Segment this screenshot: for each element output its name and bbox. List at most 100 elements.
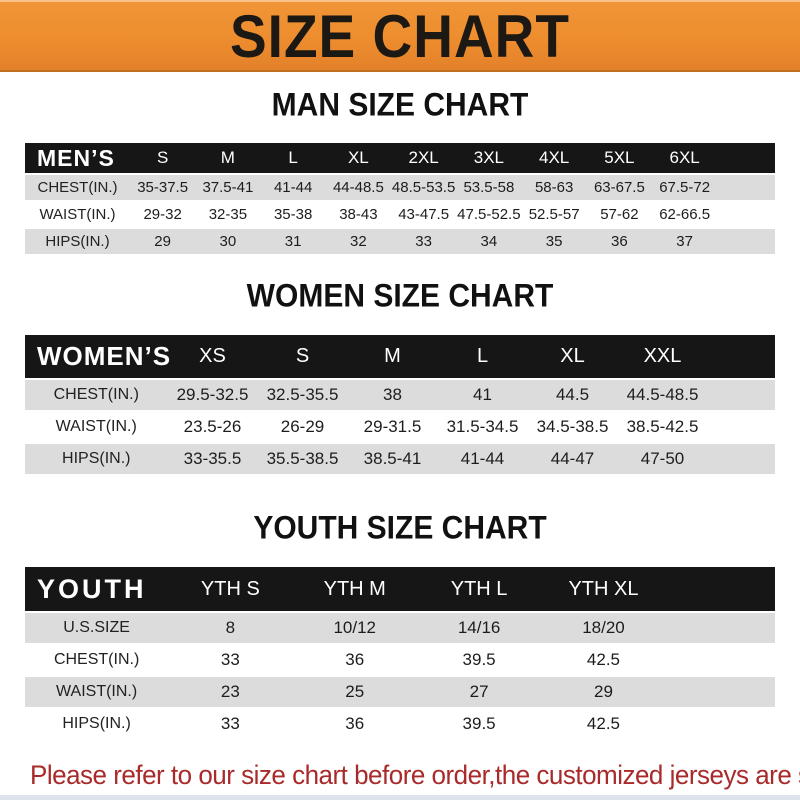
size-column-header: S: [156, 148, 169, 167]
size-column-header: M: [384, 345, 401, 367]
size-value-cell: 35.5-38.5: [266, 449, 339, 468]
size-value-cell: 8: [225, 618, 236, 637]
size-column-header: 3XL: [473, 148, 504, 167]
table-row: WAIST(IN.) 23 25 27 29: [25, 677, 775, 707]
size-value-cell: 52.5-57: [528, 206, 580, 223]
size-value-cell: 23.5-26: [183, 417, 242, 436]
banner: SIZE CHART: [0, 0, 800, 72]
size-value-cell: 32.5-35.5: [266, 385, 339, 404]
size-value-cell: 62-66.5: [659, 206, 711, 223]
size-value-cell: 31: [284, 233, 302, 250]
row-spacer: [717, 229, 775, 254]
row-label: WAIST(IN.): [56, 683, 138, 700]
size-column-header: XL: [347, 148, 369, 167]
table-header-row: MEN’S S M L XL 2XL 3XL 4XL 5XL 6XL: [25, 143, 775, 173]
size-value-cell: 34.5-38.5: [536, 417, 609, 436]
size-value-cell: 36: [611, 233, 628, 250]
size-value-cell: 14/16: [457, 618, 501, 637]
row-label: CHEST(IN.): [53, 651, 140, 668]
row-spacer: [666, 709, 775, 739]
size-value-cell: 27: [469, 682, 489, 701]
row-label: WAIST(IN.): [39, 206, 116, 223]
header-spacer: [708, 335, 776, 378]
row-label: CHEST(IN.): [37, 179, 118, 196]
row-label: WAIST(IN.): [55, 418, 137, 435]
row-spacer: [717, 202, 775, 227]
table-row: WAIST(IN.) 23.5-26 26-29 29-31.5 31.5-34.5 34…: [25, 412, 775, 442]
size-value-cell: 47.5-52.5: [457, 206, 521, 223]
women-size-table: WOMEN’S XS S M L XL XXL CHEST(IN.) 29.5-32.5 32.5…: [25, 333, 775, 476]
size-value-cell: 36: [345, 714, 365, 733]
size-value-cell: 38: [383, 385, 402, 404]
size-value-cell: 58-63: [534, 179, 574, 196]
size-value-cell: 38.5-41: [363, 449, 422, 468]
row-spacer: [708, 412, 776, 442]
size-value-cell: 37: [676, 233, 693, 250]
size-value-cell: 35: [545, 233, 563, 250]
size-value-cell: 33: [415, 233, 432, 250]
size-column-header: 5XL: [604, 148, 635, 167]
table-row: CHEST(IN.) 33 36 39.5 42.5: [25, 645, 775, 675]
size-column-header: YTH L: [450, 577, 508, 600]
size-value-cell: 29-31.5: [363, 417, 422, 436]
size-column-header: XS: [199, 345, 226, 367]
table-row: HIPS(IN.) 33 36 39.5 42.5: [25, 709, 775, 739]
size-value-cell: 38.5-42.5: [626, 417, 699, 436]
size-value-cell: 36: [345, 650, 365, 669]
size-value-cell: 31.5-34.5: [446, 417, 519, 436]
header-spacer: [666, 567, 775, 611]
section-youth: YOUTH SIZE CHART YOUTH YTH S YTH M YTH L YTH…: [0, 511, 800, 741]
men-size-table: MEN’S S M L XL 2XL 3XL 4XL 5XL 6XL CHEST(IN.) 35-37…: [25, 141, 775, 256]
size-value-cell: 18/20: [582, 618, 625, 637]
row-spacer: [708, 380, 776, 410]
size-value-cell: 23: [220, 682, 240, 701]
size-column-header: 6XL: [669, 148, 700, 167]
table-row: WAIST(IN.) 29-32 32-35 35-38 38-43 43-47.5 47.…: [25, 202, 775, 227]
size-column-header: XXL: [643, 345, 682, 367]
size-value-cell: 33: [220, 650, 240, 669]
row-spacer: [717, 175, 775, 200]
row-spacer: [666, 645, 775, 675]
size-value-cell: 67.5-72: [659, 179, 711, 196]
size-value-cell: 44-47: [550, 449, 595, 468]
size-column-header: YTH XL: [568, 577, 639, 600]
size-value-cell: 35-37.5: [137, 179, 189, 196]
table-row: CHEST(IN.) 35-37.5 37.5-41 41-44 44-48.5 48.5…: [25, 175, 775, 200]
size-column-header: 4XL: [539, 148, 570, 167]
size-value-cell: 57-62: [600, 206, 639, 223]
size-value-cell: 30: [219, 233, 237, 250]
table-row: HIPS(IN.) 33-35.5 35.5-38.5 38.5-41 41-44 44-…: [25, 444, 775, 474]
size-column-header: YTH M: [323, 577, 386, 600]
size-value-cell: 44-48.5: [332, 179, 384, 196]
row-spacer: [666, 677, 775, 707]
row-label: HIPS(IN.): [45, 233, 110, 250]
size-value-cell: 29.5-32.5: [176, 385, 249, 404]
size-value-cell: 32-35: [208, 206, 248, 223]
size-column-header: L: [288, 148, 298, 167]
page-title: SIZE CHART: [230, 1, 570, 71]
size-value-cell: 26-29: [280, 417, 325, 436]
size-value-cell: 10/12: [333, 618, 377, 637]
section-women: WOMEN SIZE CHART WOMEN’S XS S M L XL XXL CHEST(…: [0, 279, 800, 476]
table-header-row: WOMEN’S XS S M L XL XXL: [25, 335, 775, 378]
size-column-header: S: [295, 345, 310, 367]
header-spacer: [717, 143, 775, 173]
row-spacer: [666, 613, 775, 643]
size-value-cell: 44.5: [555, 385, 590, 404]
footer-note: Please refer to our size chart before or…: [30, 758, 800, 800]
size-column-header: L: [476, 345, 489, 367]
size-column-header: XL: [560, 345, 585, 367]
size-value-cell: 42.5: [586, 650, 620, 669]
men-section-heading: MAN SIZE CHART: [271, 87, 529, 124]
size-value-cell: 44.5-48.5: [626, 385, 699, 404]
table-group-label: WOMEN’S: [37, 341, 172, 371]
size-value-cell: 47-50: [640, 449, 685, 468]
size-value-cell: 35-38: [273, 206, 313, 223]
size-value-cell: 29: [154, 233, 171, 250]
footer-note-line-1: Please refer to our size chart before or…: [30, 759, 800, 790]
size-value-cell: 63-67.5: [593, 179, 645, 196]
size-column-header: 2XL: [408, 148, 439, 167]
size-value-cell: 25: [345, 682, 365, 701]
size-value-cell: 32: [350, 233, 367, 250]
